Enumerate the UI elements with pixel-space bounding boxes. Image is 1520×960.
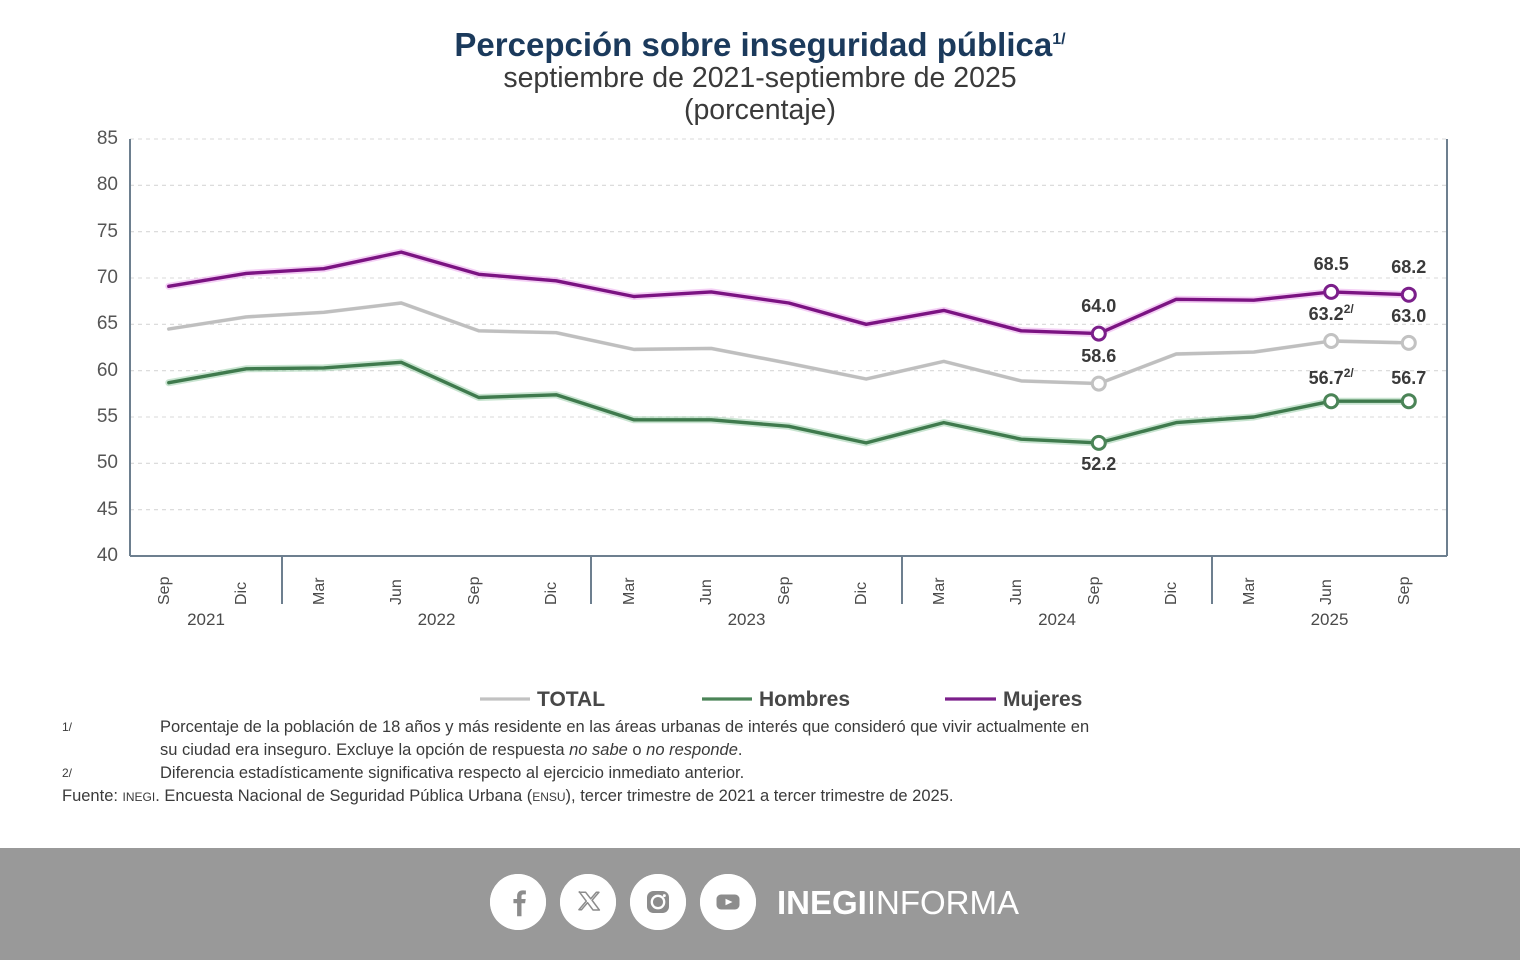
- svg-text:Sep: Sep: [776, 576, 793, 605]
- svg-text:70: 70: [97, 267, 118, 288]
- svg-text:Mar: Mar: [1241, 577, 1258, 605]
- svg-text:Jun: Jun: [388, 579, 405, 605]
- svg-text:63.0: 63.0: [1391, 306, 1426, 326]
- svg-text:50: 50: [97, 452, 118, 473]
- svg-text:Hombres: Hombres: [759, 688, 850, 711]
- svg-text:2021: 2021: [187, 610, 225, 629]
- svg-text:Dic: Dic: [1163, 582, 1180, 605]
- svg-text:Sep: Sep: [1086, 576, 1103, 605]
- svg-text:Jun: Jun: [1318, 579, 1335, 605]
- svg-text:Sep: Sep: [466, 576, 483, 605]
- svg-text:Mar: Mar: [621, 577, 638, 605]
- svg-text:64.0: 64.0: [1081, 296, 1116, 316]
- svg-text:Sep: Sep: [1396, 576, 1413, 605]
- svg-text:60: 60: [97, 360, 118, 381]
- svg-text:TOTAL: TOTAL: [537, 688, 605, 711]
- svg-text:45: 45: [97, 499, 118, 520]
- svg-text:58.6: 58.6: [1081, 346, 1116, 366]
- svg-text:Dic: Dic: [543, 582, 560, 605]
- svg-text:56.72/: 56.72/: [1309, 366, 1355, 388]
- svg-text:65: 65: [97, 313, 118, 334]
- svg-text:68.5: 68.5: [1314, 254, 1349, 274]
- svg-text:Mar: Mar: [311, 577, 328, 605]
- svg-text:55: 55: [97, 406, 118, 427]
- svg-text:Jun: Jun: [1008, 579, 1025, 605]
- svg-text:80: 80: [97, 174, 118, 195]
- svg-text:56.7: 56.7: [1391, 368, 1426, 388]
- svg-text:40: 40: [97, 545, 118, 566]
- svg-text:75: 75: [97, 221, 118, 242]
- svg-text:85: 85: [97, 128, 118, 149]
- svg-text:Dic: Dic: [233, 582, 250, 605]
- svg-text:2024: 2024: [1038, 610, 1076, 629]
- svg-text:Jun: Jun: [698, 579, 715, 605]
- svg-text:2022: 2022: [418, 610, 456, 629]
- svg-text:Sep: Sep: [156, 576, 173, 605]
- svg-text:Mar: Mar: [931, 577, 948, 605]
- svg-text:52.2: 52.2: [1081, 454, 1116, 474]
- svg-text:Mujeres: Mujeres: [1003, 688, 1082, 711]
- svg-text:63.22/: 63.22/: [1309, 302, 1355, 324]
- svg-text:2023: 2023: [728, 610, 766, 629]
- svg-text:68.2: 68.2: [1391, 257, 1426, 277]
- svg-text:2025: 2025: [1311, 610, 1349, 629]
- svg-text:Dic: Dic: [853, 582, 870, 605]
